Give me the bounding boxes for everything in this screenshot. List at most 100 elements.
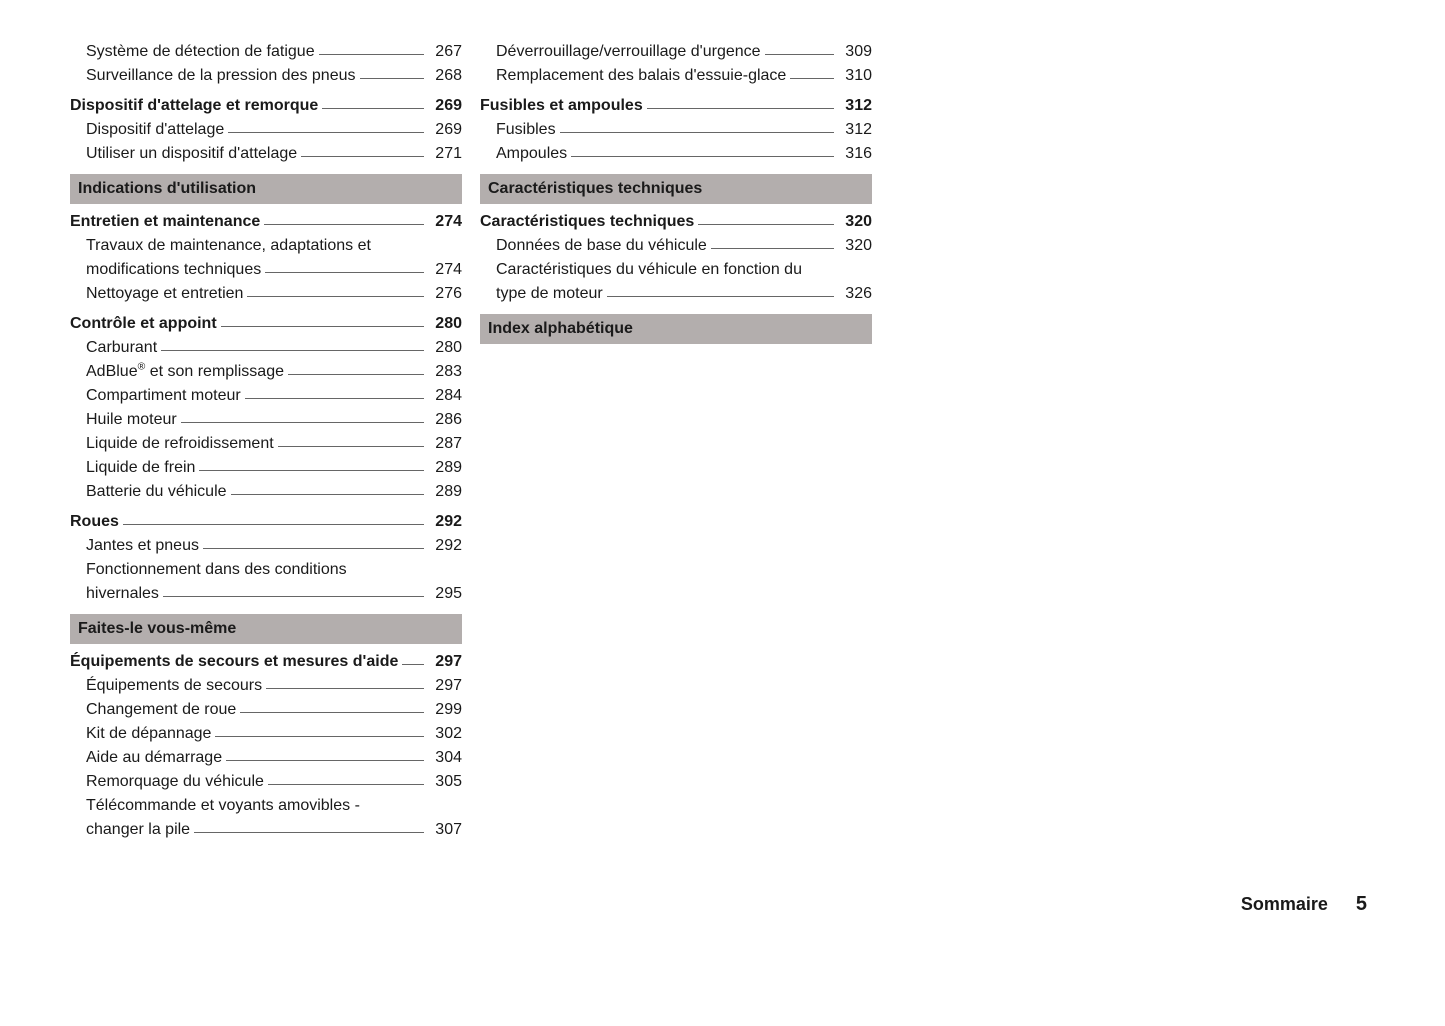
- toc-leader: [123, 524, 424, 525]
- toc-label: Changement de roue: [70, 698, 236, 722]
- toc-leader: [161, 350, 424, 351]
- toc-leader: [790, 78, 834, 79]
- toc-row: Dispositif d'attelage269: [70, 118, 462, 142]
- toc-page-number: 295: [428, 582, 462, 606]
- toc-row: Remplacement des balais d'essuie-glace 31…: [480, 64, 872, 88]
- toc-row: AdBlue® et son remplissage283: [70, 360, 462, 384]
- toc-row: Nettoyage et entretien 276: [70, 282, 462, 306]
- toc-leader: [319, 54, 424, 55]
- toc-leader: [163, 596, 424, 597]
- toc-page-number: 276: [428, 282, 462, 306]
- toc-leader: [221, 326, 424, 327]
- toc-page-number: 269: [428, 94, 462, 118]
- toc-column-left: Système de détection de fatigue267Survei…: [70, 40, 462, 848]
- toc-row: Carburant280: [70, 336, 462, 360]
- toc-label: Travaux de maintenance, adaptations et: [70, 234, 410, 258]
- footer-page-number: 5: [1356, 893, 1367, 916]
- toc-page-number: 274: [428, 258, 462, 282]
- toc-label: Liquide de frein: [70, 456, 195, 480]
- toc-page-number: 271: [428, 142, 462, 166]
- toc-leader: [231, 494, 424, 495]
- toc-page-number: 283: [428, 360, 462, 384]
- section-header: Faites-le vous-même: [70, 614, 462, 644]
- toc-row: Changement de roue 299: [70, 698, 462, 722]
- toc-label: Liquide de refroidissement: [70, 432, 274, 456]
- toc-leader: [607, 296, 834, 297]
- toc-label: Contrôle et appoint: [70, 312, 217, 336]
- toc-page-number: 292: [428, 534, 462, 558]
- section-header: Indications d'utilisation: [70, 174, 462, 204]
- toc-label: Télécommande et voyants amovibles -: [70, 794, 410, 818]
- toc-row: Aide au démarrage304: [70, 746, 462, 770]
- toc-page-number: 316: [838, 142, 872, 166]
- toc-column-right: Déverrouillage/verrouillage d'urgence309…: [480, 40, 872, 848]
- toc-label: Jantes et pneus: [70, 534, 199, 558]
- toc-row: Surveillance de la pression des pneus 268: [70, 64, 462, 88]
- toc-label: Remplacement des balais d'essuie-glace: [480, 64, 786, 88]
- toc-label: Surveillance de la pression des pneus: [70, 64, 356, 88]
- toc-leader: [698, 224, 834, 225]
- toc-page-number: 268: [428, 64, 462, 88]
- toc-page-number: 287: [428, 432, 462, 456]
- toc-leader: [288, 374, 424, 375]
- toc-leader: [268, 784, 424, 785]
- toc-row: Équipements de secours297: [70, 674, 462, 698]
- toc-row: Travaux de maintenance, adaptations etmo…: [70, 234, 462, 282]
- toc-page-number: 286: [428, 408, 462, 432]
- toc-leader: [265, 272, 424, 273]
- toc-label: Fusibles et ampoules: [480, 94, 643, 118]
- toc-row: Fonctionnement dans des conditionshivern…: [70, 558, 462, 606]
- toc-leader: [647, 108, 834, 109]
- toc-page-number: 312: [838, 94, 872, 118]
- toc-page-number: 297: [428, 650, 462, 674]
- toc-label: type de moteur: [480, 282, 603, 306]
- toc-label: Batterie du véhicule: [70, 480, 227, 504]
- toc-label: changer la pile: [70, 818, 190, 842]
- toc-group: Contrôle et appoint280Carburant280AdBlue…: [70, 312, 462, 504]
- toc-page-number: 299: [428, 698, 462, 722]
- toc-row: Dispositif d'attelage et remorque 269: [70, 94, 462, 118]
- toc-row: Liquide de frein289: [70, 456, 462, 480]
- toc-label: Caractéristiques techniques: [480, 210, 694, 234]
- toc-label: Déverrouillage/verrouillage d'urgence: [480, 40, 761, 64]
- toc-row: Déverrouillage/verrouillage d'urgence309: [480, 40, 872, 64]
- toc-row: Fusibles et ampoules 312: [480, 94, 872, 118]
- toc-row: Remorquage du véhicule305: [70, 770, 462, 794]
- toc-leader: [301, 156, 424, 157]
- toc-group: Système de détection de fatigue267Survei…: [70, 40, 462, 88]
- toc-page-number: 326: [838, 282, 872, 306]
- toc-group: Déverrouillage/verrouillage d'urgence309…: [480, 40, 872, 88]
- toc-page-number: 320: [838, 210, 872, 234]
- toc-label: Fonctionnement dans des conditions: [70, 558, 410, 582]
- toc-row: Roues292: [70, 510, 462, 534]
- toc-row: Télécommande et voyants amovibles -chang…: [70, 794, 462, 842]
- toc-label: Équipements de secours et mesures d'aide: [70, 650, 398, 674]
- toc-leader: [199, 470, 424, 471]
- toc-leader: [228, 132, 424, 133]
- toc-label: Remorquage du véhicule: [70, 770, 264, 794]
- toc-row: Utiliser un dispositif d'attelage271: [70, 142, 462, 166]
- toc-row: Contrôle et appoint280: [70, 312, 462, 336]
- toc-group: Fusibles et ampoules312Fusibles312Ampoul…: [480, 94, 872, 166]
- toc-group: Dispositif d'attelage et remorque 269Disp…: [70, 94, 462, 166]
- toc-row: Kit de dépannage302: [70, 722, 462, 746]
- toc-row: Liquide de refroidissement 287: [70, 432, 462, 456]
- toc-row: Équipements de secours et mesures d'aide…: [70, 650, 462, 674]
- toc-group: Équipements de secours et mesures d'aide…: [70, 650, 462, 842]
- toc-label: Caractéristiques du véhicule en fonction…: [480, 258, 820, 282]
- toc-label: Nettoyage et entretien: [70, 282, 243, 306]
- toc-leader: [266, 688, 424, 689]
- toc-page-number: 280: [428, 336, 462, 360]
- toc-leader: [215, 736, 424, 737]
- toc-leader: [226, 760, 424, 761]
- toc-label: modifications techniques: [70, 258, 261, 282]
- toc-row: Fusibles312: [480, 118, 872, 142]
- toc-row: Batterie du véhicule 289: [70, 480, 462, 504]
- toc-label: Compartiment moteur: [70, 384, 241, 408]
- toc-row: Huile moteur286: [70, 408, 462, 432]
- toc-page-number: 310: [838, 64, 872, 88]
- toc-row: Caractéristiques du véhicule en fonction…: [480, 258, 872, 306]
- toc-label: Dispositif d'attelage et remorque: [70, 94, 318, 118]
- toc-row: Données de base du véhicule320: [480, 234, 872, 258]
- toc-page-number: 289: [428, 480, 462, 504]
